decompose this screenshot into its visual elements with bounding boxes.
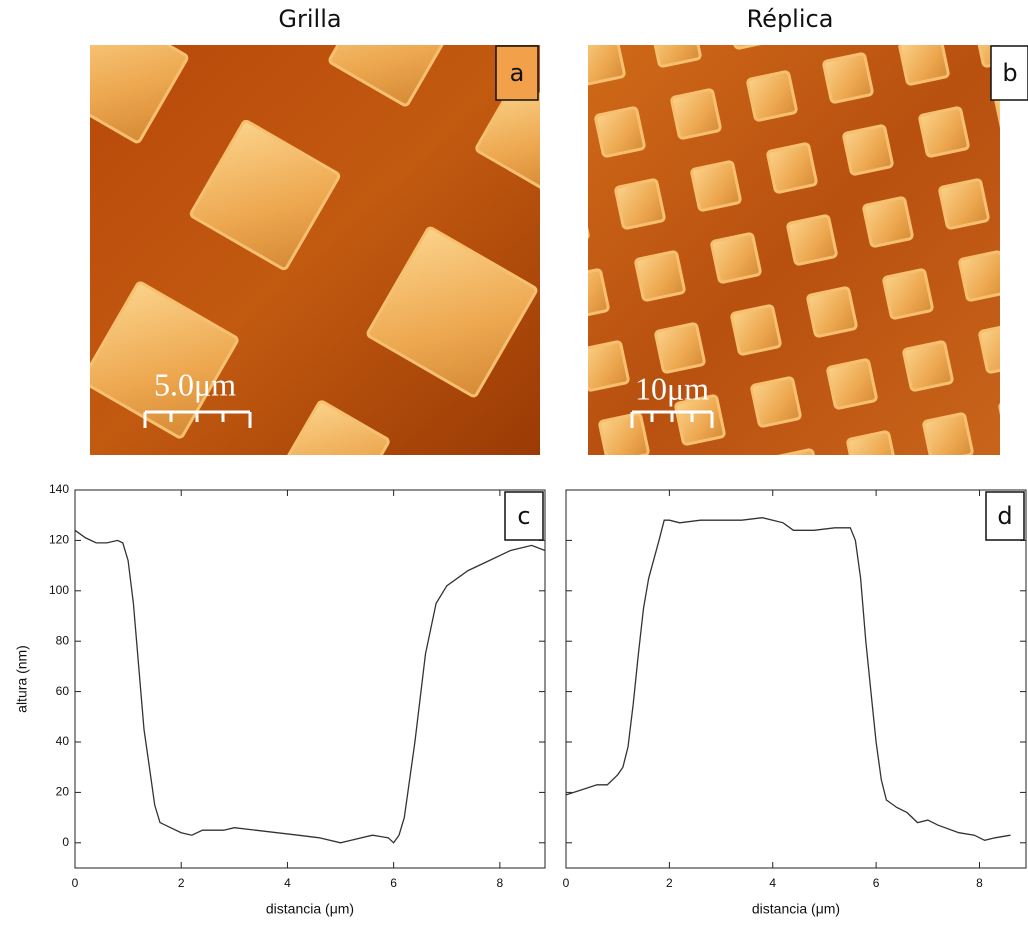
x-axis-label: distancia (μm) [752, 901, 840, 917]
afm-square [938, 178, 990, 230]
afm-square [922, 412, 974, 455]
afm-square [902, 340, 954, 392]
afm-square [826, 358, 878, 410]
profile-line [565, 517, 1011, 841]
afm-square [670, 88, 722, 140]
afm-square [898, 45, 950, 86]
panel-label: b [1002, 59, 1017, 87]
panel-label: a [510, 59, 525, 87]
afm-square [674, 394, 726, 446]
x-tick-label: 4 [284, 876, 291, 890]
x-tick-label: 2 [178, 876, 185, 890]
scale-bar [630, 410, 714, 428]
label-box [985, 491, 1025, 541]
afm-square [594, 106, 646, 158]
scale-bar-label: 10μm [635, 370, 709, 406]
afm-square [730, 304, 782, 356]
afm-square [475, 80, 540, 190]
profile-line [74, 529, 546, 844]
y-axis-label: altura (nm) [14, 645, 30, 713]
afm-square [189, 119, 341, 271]
scale-bar [143, 410, 252, 428]
afm-square [882, 268, 934, 320]
afm-square [634, 250, 686, 302]
panel-label: c [517, 502, 530, 530]
afm-square [998, 394, 1000, 446]
afm-square [328, 45, 452, 107]
image-title: Réplica [747, 5, 834, 33]
afm-square [90, 45, 189, 144]
plot-frame [74, 489, 546, 869]
afm-square [766, 142, 818, 194]
y-tick-label: 140 [49, 482, 69, 496]
label-box [495, 45, 539, 101]
afm-square [90, 281, 239, 439]
x-tick-label: 6 [873, 876, 880, 890]
afm-square [974, 45, 1000, 68]
afm-square [786, 214, 838, 266]
y-tick-label: 80 [56, 633, 70, 647]
x-tick-label: 4 [769, 876, 776, 890]
y-tick-label: 40 [56, 734, 70, 748]
afm-square [366, 226, 538, 398]
x-axis-label: distancia (μm) [266, 901, 354, 917]
afm-square [978, 322, 1000, 374]
x-tick-label: 6 [390, 876, 397, 890]
x-tick-label: 2 [666, 876, 673, 890]
label-box [504, 491, 544, 541]
afm-square [654, 322, 706, 374]
x-tick-label: 8 [976, 876, 983, 890]
y-tick-label: 20 [56, 785, 70, 799]
y-tick-label: 100 [49, 583, 69, 597]
afm-square [842, 124, 894, 176]
afm-square [994, 88, 1000, 140]
x-tick-label: 0 [563, 876, 570, 890]
afm-square [862, 196, 914, 248]
panel-label: d [997, 502, 1012, 530]
afm-square [588, 45, 626, 86]
scale-bar-label: 5.0μm [154, 366, 236, 402]
afm-square [588, 196, 590, 248]
y-tick-label: 0 [62, 835, 69, 849]
afm-square [750, 376, 802, 428]
afm-square [588, 340, 630, 392]
afm-square [280, 400, 390, 455]
x-tick-label: 0 [72, 876, 79, 890]
plot-frame [565, 489, 1027, 869]
afm-image [90, 45, 540, 455]
x-tick-label: 8 [497, 876, 504, 890]
label-box [990, 45, 1028, 101]
afm-square [710, 232, 762, 284]
afm-square [614, 178, 666, 230]
afm-square [806, 286, 858, 338]
afm-square [846, 430, 898, 455]
afm-square [958, 250, 1000, 302]
afm-square [650, 45, 702, 68]
afm-square [690, 160, 742, 212]
afm-square [598, 412, 650, 455]
afm-square [918, 106, 970, 158]
afm-square [822, 52, 874, 104]
afm-square [770, 448, 822, 455]
afm-image [588, 45, 1000, 455]
afm-square [588, 268, 610, 320]
image-title: Grilla [278, 5, 341, 33]
y-tick-label: 60 [56, 684, 70, 698]
afm-square [746, 70, 798, 122]
y-tick-label: 120 [49, 533, 69, 547]
